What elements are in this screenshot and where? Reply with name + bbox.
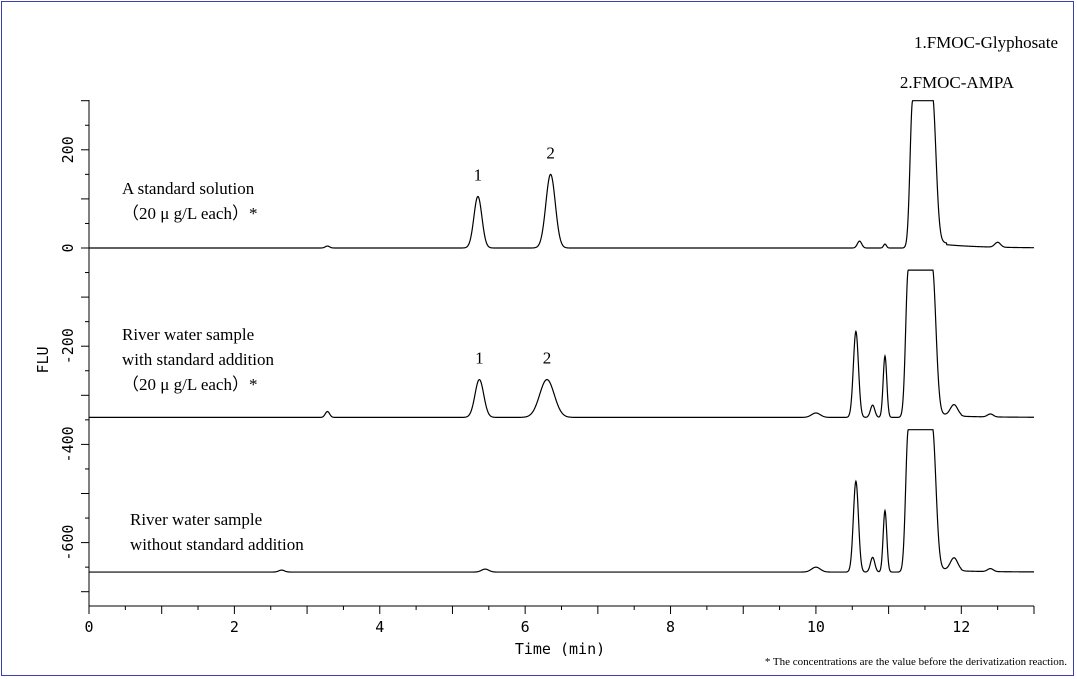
footnote: * The concentrations are the value befor… <box>765 656 1067 668</box>
trace-label-1: A standard solution <box>122 179 255 198</box>
y-axis-title: FLU <box>34 346 52 373</box>
trace-line-1 <box>89 100 1034 249</box>
x-tick-label: 10 <box>807 618 825 636</box>
trace-line-3 <box>89 429 1034 573</box>
peak-label: 1 <box>475 349 484 368</box>
x-tick-label: 4 <box>375 618 384 636</box>
trace-label-1: （20 μ g/L each）* <box>122 204 257 223</box>
x-tick-label: 12 <box>952 618 970 636</box>
trace-line-2 <box>89 269 1035 418</box>
y-tick-label: 0 <box>59 243 77 252</box>
y-tick-label: -400 <box>59 426 77 462</box>
annotations: A standard solution （20 μ g/L each）* 1 2 Riv… <box>122 143 555 554</box>
y-tick-label: -200 <box>59 328 77 364</box>
peak-label: 2 <box>546 143 555 162</box>
legend-entry-ampa: 2.FMOC-AMPA <box>900 73 1015 92</box>
y-tick-label: -600 <box>59 525 77 561</box>
legend-entry-glyphosate: 1.FMOC-Glyphosate <box>914 33 1058 52</box>
trace-label-3: without standard addition <box>130 535 304 554</box>
trace-label-2: River water sample <box>122 325 254 344</box>
x-tick-label: 0 <box>84 618 93 636</box>
peak-label: 1 <box>474 165 483 184</box>
trace-label-3: River water sample <box>130 510 262 529</box>
peak-label: 2 <box>543 349 552 368</box>
x-axis-title: Time (min) <box>515 640 605 658</box>
traces <box>89 100 1035 573</box>
y-tick-label: 200 <box>59 136 77 163</box>
trace-label-2: with standard addition <box>122 350 275 369</box>
x-tick-label: 6 <box>521 618 530 636</box>
trace-label-2: （20 μ g/L each）* <box>122 375 257 394</box>
x-tick-label: 2 <box>230 618 239 636</box>
x-tick-label: 8 <box>666 618 675 636</box>
